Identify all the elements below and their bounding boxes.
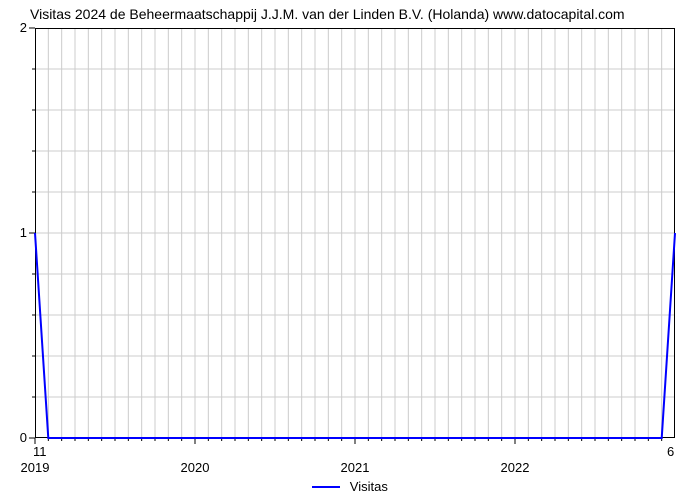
y-tick-label: 1: [7, 225, 27, 240]
x-tick-label: 2020: [181, 460, 210, 475]
legend-swatch: [312, 486, 340, 488]
x-tick-label: 2019: [21, 460, 50, 475]
y-tick-label: 2: [7, 20, 27, 35]
x-tick-label: 2021: [341, 460, 370, 475]
chart-title: Visitas 2024 de Beheermaatschappij J.J.M…: [30, 6, 625, 22]
legend-label: Visitas: [350, 479, 388, 494]
legend: Visitas: [0, 478, 700, 494]
extra-label: 11: [33, 444, 47, 459]
y-tick-label: 0: [7, 430, 27, 445]
x-tick-label: 2022: [501, 460, 530, 475]
extra-label: 6: [667, 444, 674, 459]
chart-plot: [35, 28, 675, 438]
